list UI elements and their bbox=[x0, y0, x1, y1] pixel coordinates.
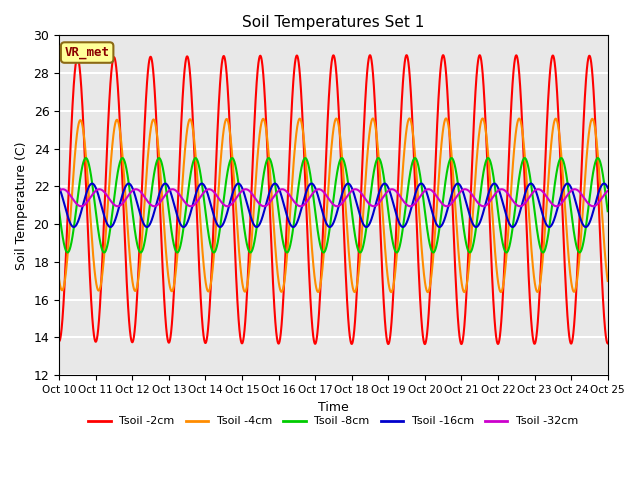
Tsoil -32cm bbox=[604, 188, 612, 194]
Tsoil -4cm bbox=[424, 289, 431, 295]
Legend: Tsoil -2cm, Tsoil -4cm, Tsoil -8cm, Tsoil -16cm, Tsoil -32cm: Tsoil -2cm, Tsoil -4cm, Tsoil -8cm, Tsoi… bbox=[84, 412, 583, 431]
Tsoil -16cm bbox=[604, 185, 612, 191]
Tsoil -4cm bbox=[506, 198, 514, 204]
Tsoil -2cm bbox=[506, 120, 514, 126]
Tsoil -4cm bbox=[155, 150, 163, 156]
Tsoil -16cm bbox=[55, 185, 63, 191]
Tsoil -16cm bbox=[155, 192, 163, 198]
Tsoil -32cm bbox=[506, 194, 514, 200]
Tsoil -8cm bbox=[246, 250, 254, 255]
Tsoil -8cm bbox=[465, 249, 472, 254]
Tsoil -2cm bbox=[384, 341, 392, 347]
Line: Tsoil -8cm: Tsoil -8cm bbox=[59, 158, 608, 252]
Tsoil -8cm bbox=[385, 208, 392, 214]
Y-axis label: Soil Temperature (C): Soil Temperature (C) bbox=[15, 141, 28, 270]
Tsoil -32cm bbox=[385, 188, 392, 194]
Tsoil -4cm bbox=[406, 116, 413, 121]
Tsoil -32cm bbox=[155, 201, 163, 206]
Tsoil -32cm bbox=[223, 204, 231, 209]
Tsoil -4cm bbox=[55, 277, 63, 283]
Tsoil -32cm bbox=[425, 186, 433, 192]
X-axis label: Time: Time bbox=[318, 400, 349, 413]
Tsoil -32cm bbox=[55, 188, 63, 194]
Tsoil -8cm bbox=[155, 155, 163, 161]
Tsoil -8cm bbox=[594, 155, 602, 161]
Tsoil -2cm bbox=[412, 204, 420, 210]
Tsoil -16cm bbox=[412, 189, 420, 194]
Line: Tsoil -2cm: Tsoil -2cm bbox=[59, 55, 608, 344]
Tsoil -8cm bbox=[604, 208, 612, 214]
Tsoil -16cm bbox=[385, 185, 392, 191]
Tsoil -8cm bbox=[265, 155, 273, 161]
Text: VR_met: VR_met bbox=[65, 46, 109, 59]
Tsoil -2cm bbox=[465, 243, 472, 249]
Tsoil -2cm bbox=[155, 174, 163, 180]
Tsoil -32cm bbox=[265, 201, 273, 206]
Tsoil -2cm bbox=[604, 340, 612, 346]
Tsoil -4cm bbox=[384, 277, 392, 283]
Tsoil -4cm bbox=[265, 152, 273, 158]
Tsoil -8cm bbox=[55, 208, 63, 214]
Line: Tsoil -4cm: Tsoil -4cm bbox=[59, 119, 608, 292]
Tsoil -2cm bbox=[55, 338, 63, 344]
Tsoil -16cm bbox=[234, 180, 242, 186]
Tsoil -4cm bbox=[604, 278, 612, 284]
Tsoil -16cm bbox=[436, 224, 444, 230]
Tsoil -8cm bbox=[412, 156, 420, 162]
Title: Soil Temperatures Set 1: Soil Temperatures Set 1 bbox=[242, 15, 424, 30]
Tsoil -4cm bbox=[465, 266, 472, 272]
Line: Tsoil -32cm: Tsoil -32cm bbox=[59, 189, 608, 206]
Line: Tsoil -16cm: Tsoil -16cm bbox=[59, 183, 608, 227]
Tsoil -16cm bbox=[265, 192, 273, 197]
Tsoil -4cm bbox=[412, 165, 420, 170]
Tsoil -16cm bbox=[506, 223, 514, 228]
Tsoil -2cm bbox=[265, 180, 273, 185]
Tsoil -2cm bbox=[421, 341, 429, 347]
Tsoil -32cm bbox=[412, 200, 420, 205]
Tsoil -32cm bbox=[465, 188, 472, 193]
Tsoil -8cm bbox=[506, 240, 514, 245]
Tsoil -16cm bbox=[465, 209, 472, 215]
Tsoil -2cm bbox=[403, 52, 410, 58]
